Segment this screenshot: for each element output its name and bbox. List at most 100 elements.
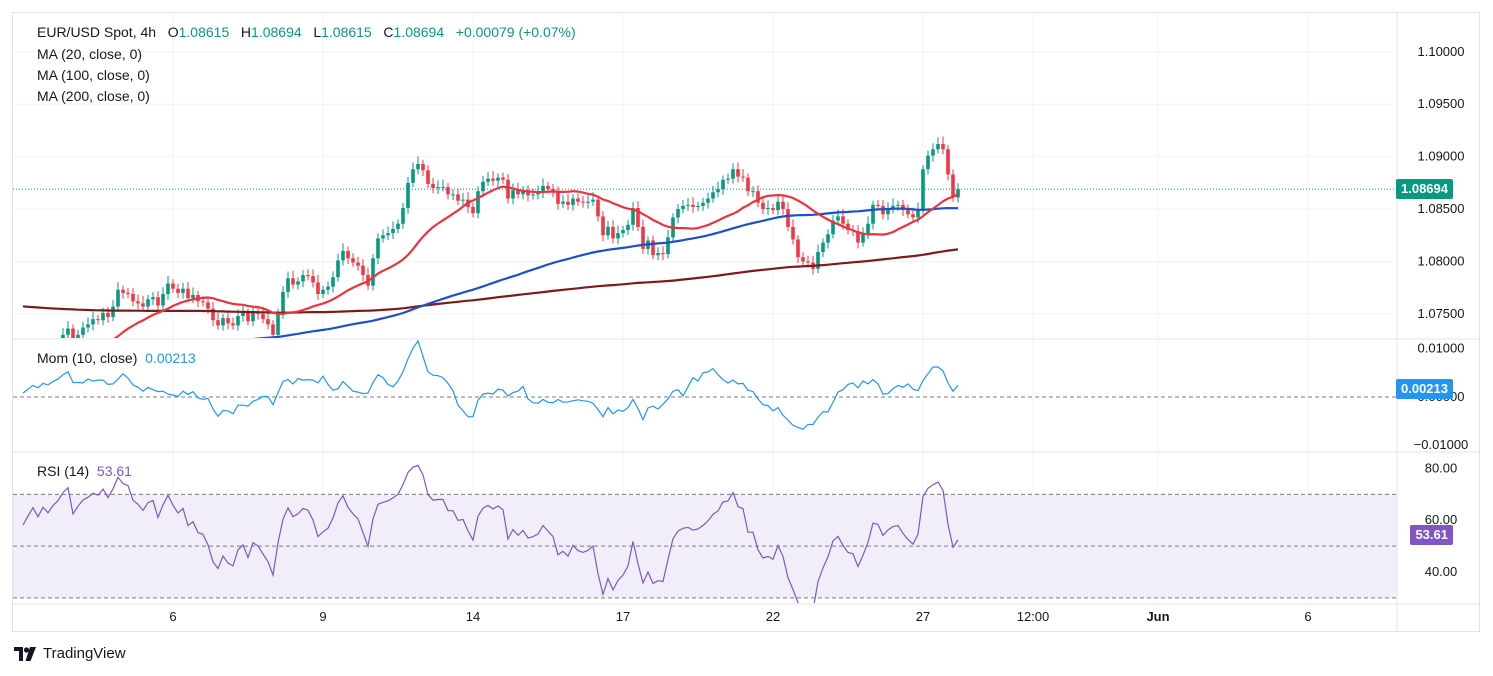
candle-up[interactable] — [916, 210, 920, 218]
candle-down[interactable] — [526, 190, 530, 196]
candle-down[interactable] — [946, 149, 950, 175]
candle-up[interactable] — [391, 228, 395, 234]
candle-up[interactable] — [296, 281, 300, 285]
candle-down[interactable] — [691, 204, 695, 207]
candle-down[interactable] — [791, 226, 795, 240]
candle-up[interactable] — [81, 327, 85, 335]
tradingview-logo[interactable]: TradingView — [14, 645, 126, 662]
candle-down[interactable] — [906, 210, 910, 215]
candle-up[interactable] — [721, 179, 725, 190]
candle-down[interactable] — [291, 278, 295, 285]
candle-down[interactable] — [566, 201, 570, 205]
candle-up[interactable] — [571, 198, 575, 205]
candle-up[interactable] — [656, 253, 660, 256]
candle-down[interactable] — [346, 250, 350, 259]
candle-down[interactable] — [216, 320, 220, 326]
candle-down[interactable] — [306, 275, 310, 277]
candle-up[interactable] — [221, 318, 225, 326]
candle-up[interactable] — [341, 250, 345, 261]
candle-down[interactable] — [311, 276, 315, 283]
candle-up[interactable] — [826, 234, 830, 243]
candle-up[interactable] — [686, 204, 690, 206]
candle-down[interactable] — [426, 170, 430, 184]
candle-up[interactable] — [241, 312, 245, 316]
candle-up[interactable] — [321, 289, 325, 294]
candle-up[interactable] — [476, 191, 480, 214]
candle-down[interactable] — [806, 261, 810, 263]
candle-down[interactable] — [651, 240, 655, 256]
candle-up[interactable] — [371, 258, 375, 286]
candle-up[interactable] — [701, 202, 705, 206]
candle-up[interactable] — [711, 192, 715, 199]
candle-up[interactable] — [496, 177, 500, 181]
candle-down[interactable] — [136, 301, 140, 304]
candle-down[interactable] — [316, 282, 320, 294]
chart-canvas[interactable]: 1.07500 1.08000 1.08500 1.09000 1.09500 1.100… — [13, 13, 1479, 631]
candle-up[interactable] — [676, 209, 680, 218]
candle-down[interactable] — [801, 257, 805, 262]
candle-down[interactable] — [71, 328, 75, 344]
candle-down[interactable] — [576, 198, 580, 202]
candle-up[interactable] — [816, 252, 820, 269]
candle-up[interactable] — [286, 278, 290, 292]
candle-down[interactable] — [841, 216, 845, 224]
candle-down[interactable] — [351, 258, 355, 263]
candle-up[interactable] — [56, 344, 60, 349]
candle-up[interactable] — [441, 187, 445, 189]
candle-up[interactable] — [21, 375, 25, 379]
candle-down[interactable] — [271, 324, 275, 335]
candle-up[interactable] — [401, 208, 405, 224]
candle-up[interactable] — [91, 319, 95, 325]
candle-up[interactable] — [486, 178, 490, 182]
candle-down[interactable] — [746, 177, 750, 192]
candle-up[interactable] — [336, 260, 340, 278]
candle-up[interactable] — [861, 234, 865, 243]
candle-up[interactable] — [606, 226, 610, 236]
candle-up[interactable] — [921, 169, 925, 211]
candle-down[interactable] — [911, 214, 915, 218]
candle-up[interactable] — [561, 201, 565, 204]
candle-up[interactable] — [276, 313, 280, 335]
candle-up[interactable] — [86, 324, 90, 328]
candle-up[interactable] — [31, 358, 35, 366]
candle-up[interactable] — [381, 235, 385, 239]
candle-up[interactable] — [511, 190, 515, 199]
candle-up[interactable] — [61, 334, 65, 344]
candle-down[interactable] — [176, 288, 180, 293]
candle-down[interactable] — [226, 318, 230, 324]
candle-up[interactable] — [411, 169, 415, 183]
candle-up[interactable] — [956, 189, 960, 198]
candle-up[interactable] — [281, 291, 285, 314]
candle-up[interactable] — [586, 201, 590, 203]
candle-down[interactable] — [846, 223, 850, 231]
candle-up[interactable] — [751, 191, 755, 193]
candle-up[interactable] — [931, 149, 935, 156]
candle-up[interactable] — [891, 205, 895, 210]
rsi-legend[interactable]: RSI (14) 53.61 — [37, 463, 132, 479]
candle-down[interactable] — [796, 239, 800, 258]
candle-down[interactable] — [201, 301, 205, 303]
candle-down[interactable] — [581, 201, 585, 203]
candle-down[interactable] — [471, 206, 475, 214]
candle-down[interactable] — [661, 253, 665, 255]
candle-down[interactable] — [876, 204, 880, 206]
candle-up[interactable] — [151, 297, 155, 300]
candle-down[interactable] — [636, 208, 640, 227]
candle-up[interactable] — [66, 328, 70, 335]
candle-up[interactable] — [536, 192, 540, 195]
candle-up[interactable] — [191, 295, 195, 299]
candle-up[interactable] — [766, 208, 770, 210]
candle-up[interactable] — [406, 182, 410, 208]
candle-up[interactable] — [726, 178, 730, 180]
candle-up[interactable] — [706, 198, 710, 203]
candle-up[interactable] — [836, 216, 840, 221]
candle-down[interactable] — [771, 208, 775, 211]
candle-up[interactable] — [696, 205, 700, 207]
candle-down[interactable] — [556, 192, 560, 204]
candle-up[interactable] — [631, 208, 635, 225]
candle-up[interactable] — [621, 230, 625, 234]
candle-down[interactable] — [601, 216, 605, 236]
candle-down[interactable] — [596, 199, 600, 217]
candle-down[interactable] — [546, 185, 550, 190]
candle-down[interactable] — [781, 201, 785, 210]
